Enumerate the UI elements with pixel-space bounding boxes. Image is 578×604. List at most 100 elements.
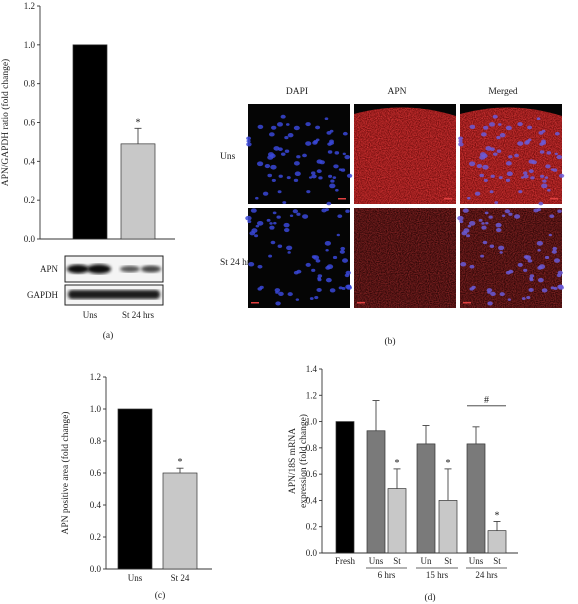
- micro-nucleus: [494, 201, 499, 205]
- micro-nucleus: [458, 139, 463, 143]
- micro-nucleus: [554, 152, 558, 156]
- micro-nucleus: [538, 264, 546, 270]
- micro-nucleus: [305, 262, 311, 267]
- micro-nucleus: [257, 124, 264, 129]
- micro-nucleus: [332, 176, 337, 179]
- chart-d-xtick-label: Fresh: [335, 556, 355, 566]
- chart-c-ytick-label: 1.0: [90, 404, 102, 414]
- micro-nucleus: [330, 179, 335, 183]
- micro-nucleus: [293, 270, 299, 275]
- micro-nucleus: [286, 245, 293, 251]
- micro-nucleus: [554, 131, 560, 136]
- chart-a-ytick-label: 0.2: [24, 195, 35, 205]
- chart-d-bar: [416, 443, 436, 554]
- micro-nucleus: [305, 122, 311, 127]
- micro-nucleus: [554, 258, 561, 263]
- micro-nucleus: [287, 133, 294, 138]
- micro-nucleus: [527, 125, 533, 130]
- micro-scale-bar: [444, 198, 452, 200]
- micro-nucleus: [538, 201, 544, 206]
- micro-nucleus: [311, 174, 317, 179]
- micro-nucleus: [340, 246, 346, 251]
- chart-c-ytick-label: 0.8: [90, 436, 102, 446]
- wb-lane-label-st24: St 24 hrs: [122, 310, 155, 320]
- micro-nucleus: [536, 117, 541, 121]
- micro-nucleus: [523, 268, 528, 272]
- micro-nucleus: [324, 240, 332, 246]
- micro-nucleus: [296, 212, 301, 216]
- micro-nucleus: [541, 129, 546, 133]
- micro-nucleus: [481, 225, 487, 230]
- micro-nucleus: [306, 190, 311, 194]
- chart-d-bar: [387, 488, 407, 554]
- micro-nucleus: [337, 214, 343, 219]
- micro-nucleus: [480, 132, 487, 137]
- chart-d-ytick-label: 0.6: [306, 469, 318, 479]
- micro-nucleus: [345, 209, 350, 213]
- chart-d-significance-mark: *: [446, 458, 451, 469]
- micro-nucleus: [467, 224, 472, 228]
- micro-nucleus: [246, 139, 251, 143]
- micro-nucleus: [342, 152, 346, 156]
- micro-nucleus: [342, 258, 349, 263]
- chart-d-xtick-label: St: [444, 556, 452, 566]
- micro-nucleus: [528, 288, 534, 292]
- micro-nucleus: [483, 178, 488, 182]
- micro-nucleus: [480, 254, 485, 258]
- micro-nucleus: [285, 123, 290, 126]
- micro-nucleus: [558, 173, 565, 178]
- micro-image: [354, 208, 456, 308]
- micro-nucleus: [468, 220, 476, 226]
- micro-nucleus: [474, 191, 481, 196]
- micro-nucleus: [484, 211, 489, 215]
- micro-nucleus: [334, 151, 340, 155]
- micro-nucleus: [311, 255, 317, 259]
- micro-nucleus: [267, 155, 274, 160]
- chart-a-ytick-label: 0.4: [24, 156, 36, 166]
- micro-nucleus: [542, 179, 547, 183]
- chart-a-ytick-label: 0.8: [24, 79, 36, 89]
- micro-nucleus: [267, 173, 273, 178]
- micro-nucleus: [531, 160, 537, 165]
- micro-nucleus: [278, 291, 284, 296]
- micro-nucleus: [479, 173, 485, 178]
- micro-nucleus: [324, 208, 329, 212]
- chart-a-ytick-label: 0.6: [24, 118, 36, 128]
- micro-nucleus: [459, 220, 464, 224]
- micro-nucleus: [537, 277, 544, 283]
- chart-d-bar: [335, 421, 355, 554]
- micro-nucleus: [466, 234, 471, 238]
- micro-nucleus: [505, 178, 511, 182]
- micro-col-dapi: DAPI: [286, 87, 308, 97]
- micro-image: [245, 208, 352, 308]
- micro-nucleus: [287, 292, 293, 297]
- micro-nucleus: [498, 176, 503, 180]
- micro-nucleus: [544, 176, 549, 179]
- caption-b: (b): [384, 336, 395, 347]
- micro-nucleus: [245, 215, 252, 221]
- micro-nucleus: [468, 161, 476, 167]
- chart-c-ytick-label: 0.0: [90, 564, 102, 574]
- micro-nucleus: [469, 124, 476, 129]
- micro-nucleus: [268, 254, 273, 258]
- micro-nucleus: [536, 208, 541, 212]
- micro-nucleus: [276, 122, 283, 127]
- micro-nucleus: [499, 292, 505, 297]
- micro-nucleus: [289, 214, 294, 217]
- micro-nucleus: [557, 284, 563, 289]
- micro-nucleus: [247, 220, 252, 224]
- micro-nucleus: [319, 160, 325, 165]
- chart-a-bar: [120, 143, 156, 240]
- micro-signal: [354, 107, 456, 204]
- micro-nucleus: [326, 264, 334, 270]
- micro-nucleus: [523, 174, 529, 179]
- micro-nucleus: [308, 176, 313, 179]
- micro-nucleus: [520, 176, 525, 179]
- micro-col-apn: APN: [387, 87, 406, 97]
- micro-nucleus: [328, 174, 333, 178]
- micro-nucleus: [327, 150, 333, 154]
- micro-nucleus: [270, 164, 277, 170]
- micro-nucleus: [546, 151, 552, 155]
- micro-image: [458, 104, 565, 206]
- micro-signal: [460, 107, 562, 204]
